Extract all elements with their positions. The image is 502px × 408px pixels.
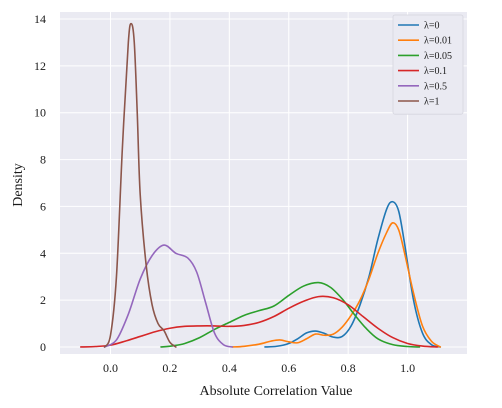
- legend-label-2: λ=0.05: [424, 51, 452, 62]
- y-tick-label: 2: [40, 293, 46, 307]
- series-line-2: [160, 281, 421, 348]
- series-line-1: [231, 222, 442, 348]
- series-line-4: [103, 244, 234, 348]
- y-axis-label: Density: [11, 163, 26, 207]
- y-tick-label: 6: [40, 199, 46, 213]
- series-line-3: [80, 295, 439, 348]
- y-tick-label: 10: [34, 106, 46, 120]
- x-tick-label: 0.2: [162, 361, 177, 375]
- x-tick-labels: 0.0 0.2 0.4 0.6 0.8 1.0: [103, 361, 415, 375]
- y-tick-labels: 0 2 4 6 8 10 12 14: [34, 12, 46, 354]
- legend-label-1: λ=0.01: [424, 36, 452, 47]
- grid: [60, 12, 467, 354]
- series-line-5: [103, 22, 177, 348]
- y-tick-label: 14: [34, 12, 46, 26]
- x-tick-label: 0.6: [281, 361, 296, 375]
- y-tick-label: 12: [34, 59, 46, 73]
- y-tick-label: 0: [40, 340, 46, 354]
- density-lines: [80, 22, 442, 348]
- x-tick-label: 0.0: [103, 361, 118, 375]
- legend-label-0: λ=0: [424, 21, 440, 32]
- legend-label-5: λ=1: [424, 97, 440, 108]
- legend-label-4: λ=0.5: [424, 81, 447, 92]
- y-tick-label: 4: [40, 246, 46, 260]
- x-axis-label: Absolute Correlation Value: [200, 384, 353, 399]
- legend-label-3: λ=0.1: [424, 66, 447, 77]
- x-tick-label: 0.4: [222, 361, 237, 375]
- legend: λ=0 λ=0.01 λ=0.05 λ=0.1 λ=0.5 λ=1: [392, 14, 464, 115]
- y-tick-label: 8: [40, 153, 46, 167]
- x-tick-label: 1.0: [400, 361, 415, 375]
- x-tick-label: 0.8: [341, 361, 356, 375]
